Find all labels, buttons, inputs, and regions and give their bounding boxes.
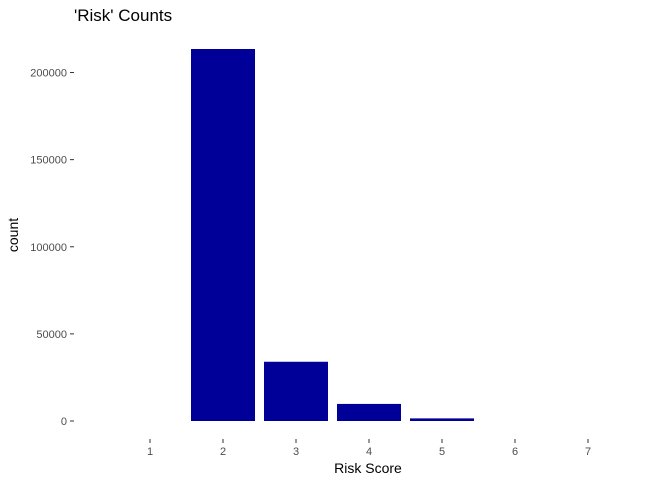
x-tick-label: 6 (512, 446, 518, 458)
bar-5 (410, 418, 474, 421)
x-tick-label: 2 (220, 446, 226, 458)
x-tick-label: 5 (439, 446, 445, 458)
x-axis-title: Risk Score (334, 460, 402, 476)
y-axis-title: count (5, 218, 21, 252)
y-axis: 0 50000 100000 150000 200000 (30, 68, 74, 428)
bar-3 (264, 361, 328, 421)
chart-title: 'Risk' Counts (74, 6, 172, 25)
y-tick-label: 100000 (30, 242, 67, 254)
x-tick-label: 7 (585, 446, 591, 458)
bar-2 (191, 49, 255, 421)
y-tick-label: 50000 (36, 329, 67, 341)
y-tick-label: 0 (61, 416, 67, 428)
y-tick-label: 150000 (30, 155, 67, 167)
y-tick-label: 200000 (30, 68, 67, 80)
x-axis: 1 2 3 4 5 6 7 (147, 439, 591, 458)
x-tick-label: 3 (293, 446, 299, 458)
bar-4 (337, 403, 401, 421)
x-tick-label: 1 (147, 446, 153, 458)
bars (191, 49, 474, 421)
x-tick-label: 4 (366, 446, 372, 458)
